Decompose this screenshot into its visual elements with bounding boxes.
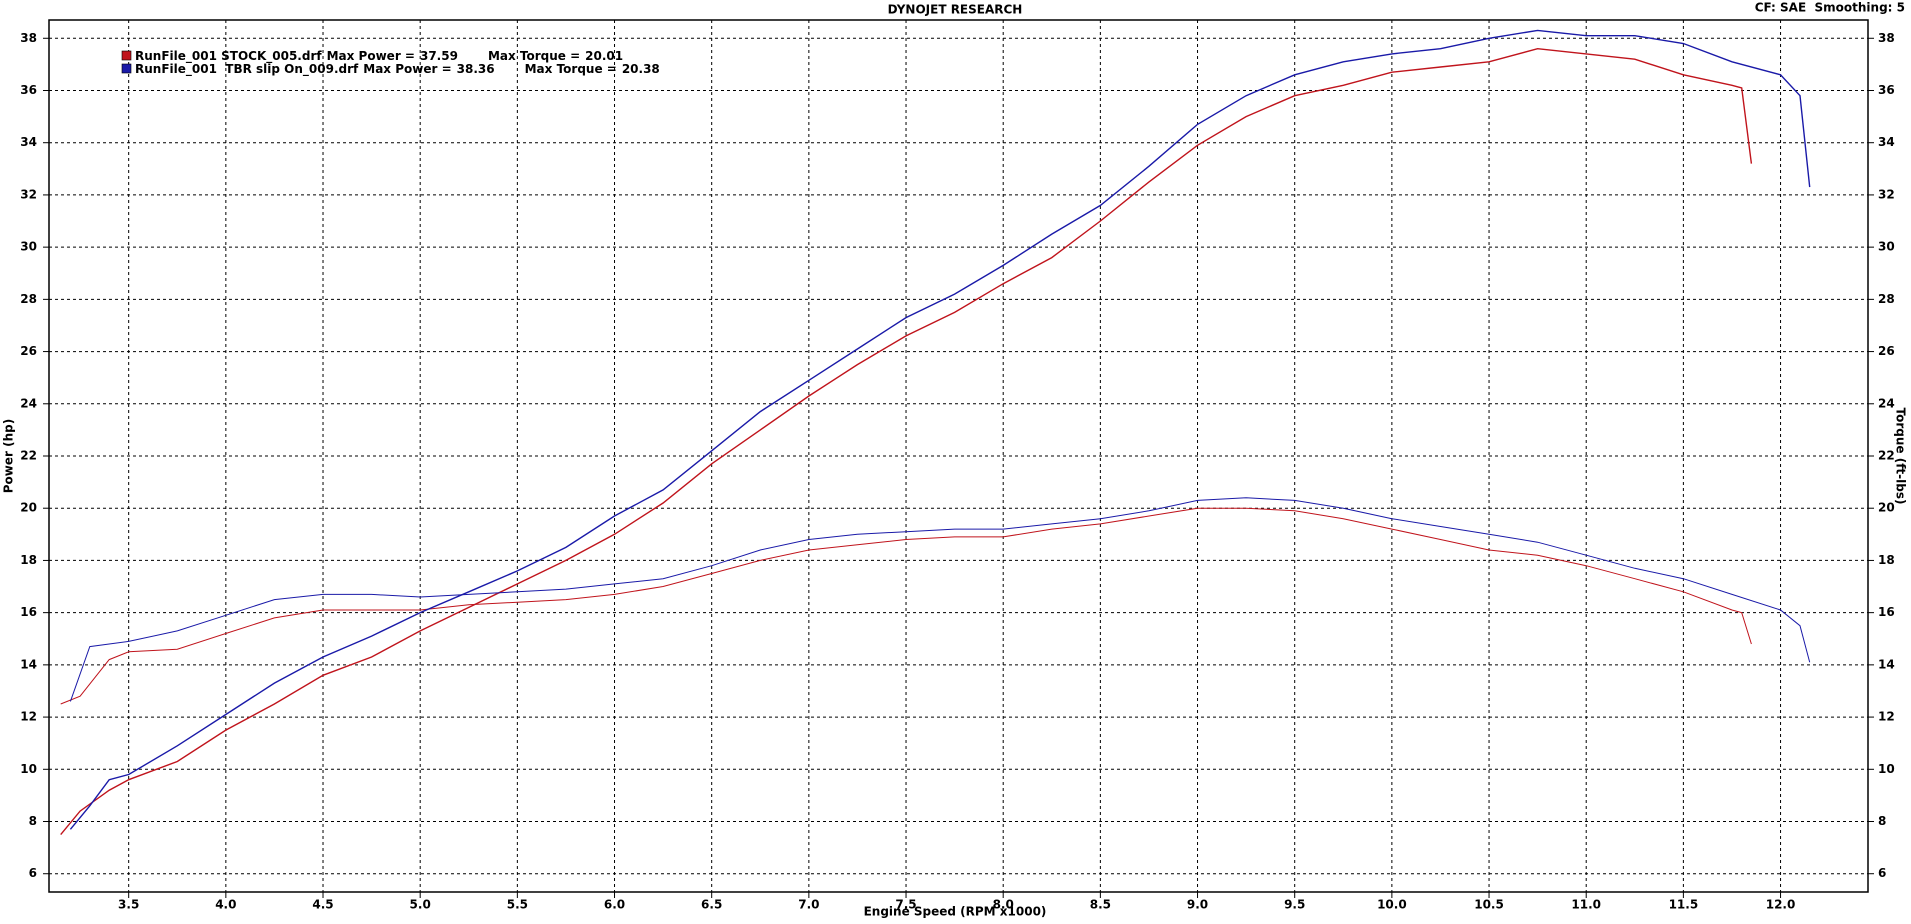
- legend-swatch: [121, 63, 132, 74]
- x-tick-label: 9.0: [1187, 898, 1208, 912]
- y2-tick-label: 32: [1878, 187, 1895, 201]
- y2-tick-label: 36: [1878, 83, 1895, 97]
- x-tick-label: 6.5: [701, 898, 722, 912]
- legend-torque-label: Max Torque =: [488, 49, 580, 63]
- y-tick-label: 12: [20, 710, 37, 724]
- legend-torque: 20.38: [622, 62, 660, 76]
- legend-name: RunFile_001 TBR slip On_009.drf: [135, 62, 359, 77]
- y-tick-label: 30: [20, 240, 37, 254]
- y-tick-label: 22: [20, 449, 37, 463]
- y2-tick-label: 22: [1878, 449, 1895, 463]
- subtitle: CF: SAE Smoothing: 5: [1755, 1, 1905, 15]
- chart-title: DYNOJET RESEARCH: [888, 3, 1023, 17]
- legend-torque-label: Max Torque =: [525, 62, 617, 76]
- legend-power-label: Max Power =: [327, 49, 415, 63]
- torque-line: [60, 507, 1752, 705]
- y-tick-label: 38: [20, 31, 37, 45]
- y2-tick-label: 30: [1878, 240, 1895, 254]
- y2-tick-label: 38: [1878, 31, 1895, 45]
- torque-line: [69, 497, 1811, 702]
- y2-tick-label: 18: [1878, 553, 1895, 567]
- y-tick-label: 28: [20, 292, 37, 306]
- legend-power: 37.59: [420, 49, 458, 63]
- y2-tick-label: 12: [1878, 710, 1895, 724]
- y2-tick-label: 6: [1878, 866, 1886, 880]
- y-tick-label: 24: [20, 396, 37, 410]
- x-tick-label: 4.0: [215, 898, 236, 912]
- y-tick-label: 32: [20, 187, 37, 201]
- power-line: [69, 29, 1811, 830]
- x-tick-label: 4.5: [312, 898, 333, 912]
- legend-swatch: [121, 50, 132, 61]
- y2-tick-label: 8: [1878, 814, 1886, 828]
- x-tick-label: 3.5: [118, 898, 139, 912]
- y-tick-label: 10: [20, 762, 37, 776]
- y2-tick-label: 28: [1878, 292, 1895, 306]
- power-line: [60, 47, 1753, 836]
- y2-tick-label: 14: [1878, 657, 1895, 671]
- legend-power-label: Max Power =: [363, 62, 451, 76]
- y-tick-label: 14: [20, 657, 37, 671]
- y-tick-label: 36: [20, 83, 37, 97]
- y-tick-label: 26: [20, 344, 37, 358]
- x-axis-label: Engine Speed (RPM x1000): [864, 905, 1047, 919]
- x-tick-label: 8.0: [993, 898, 1014, 912]
- y2-tick-label: 20: [1878, 501, 1895, 515]
- x-tick-label: 8.5: [1090, 898, 1111, 912]
- x-tick-label: 7.5: [895, 898, 916, 912]
- y-tick-label: 6: [29, 866, 37, 880]
- y-tick-label: 20: [20, 501, 37, 515]
- x-tick-label: 11.5: [1669, 898, 1699, 912]
- x-tick-label: 9.5: [1284, 898, 1305, 912]
- y-axis-label: Power (hp): [2, 419, 16, 493]
- x-tick-label: 10.0: [1377, 898, 1407, 912]
- y2-tick-label: 24: [1878, 396, 1895, 410]
- legend-entry: RunFile_001 TBR slip On_009.drf Max Power…: [135, 62, 660, 77]
- legend-power: 38.36: [457, 62, 495, 76]
- y-tick-label: 8: [29, 814, 37, 828]
- x-tick-label: 10.5: [1474, 898, 1504, 912]
- x-tick-label: 5.0: [410, 898, 431, 912]
- y2-tick-label: 26: [1878, 344, 1895, 358]
- y-tick-label: 34: [20, 135, 37, 149]
- y2-tick-label: 16: [1878, 605, 1895, 619]
- legend-entry: RunFile_001 STOCK_005.drf Max Power = 37.5…: [135, 49, 623, 64]
- x-tick-label: 7.0: [798, 898, 819, 912]
- x-tick-label: 5.5: [507, 898, 528, 912]
- y2-tick-label: 10: [1878, 762, 1895, 776]
- legend-name: RunFile_001 STOCK_005.drf: [135, 49, 322, 64]
- x-tick-label: 12.0: [1766, 898, 1796, 912]
- y-tick-label: 16: [20, 605, 37, 619]
- x-tick-label: 11.0: [1571, 898, 1601, 912]
- y2-tick-label: 34: [1878, 135, 1895, 149]
- y-tick-label: 18: [20, 553, 37, 567]
- y2-axis-label: Torque (ft-lbs): [1894, 408, 1908, 505]
- x-tick-label: 6.0: [604, 898, 625, 912]
- legend-torque: 20.01: [585, 49, 623, 63]
